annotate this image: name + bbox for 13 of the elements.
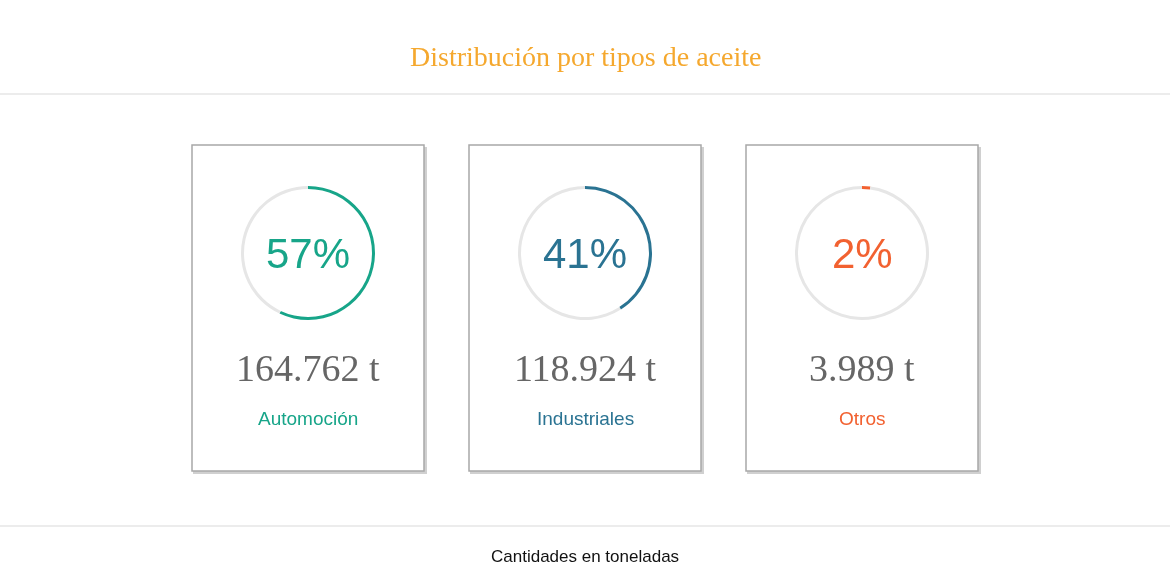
text: 118.924 t: [514, 347, 657, 389]
donut-slice: [862, 186, 871, 190]
chart-title: Distribución por tipos de aceite: [410, 41, 762, 72]
text: Cantidades en toneladas: [491, 547, 680, 566]
text: Otros: [839, 408, 886, 429]
text: 57%: [266, 230, 351, 277]
text: 2%: [832, 230, 893, 277]
text: 164.762 t: [236, 347, 380, 389]
donut-slice: [795, 186, 929, 320]
text: Automoción: [258, 408, 359, 429]
text: 41%: [543, 230, 628, 277]
text: Industriales: [537, 408, 635, 429]
text: 3.989 t: [809, 347, 915, 389]
